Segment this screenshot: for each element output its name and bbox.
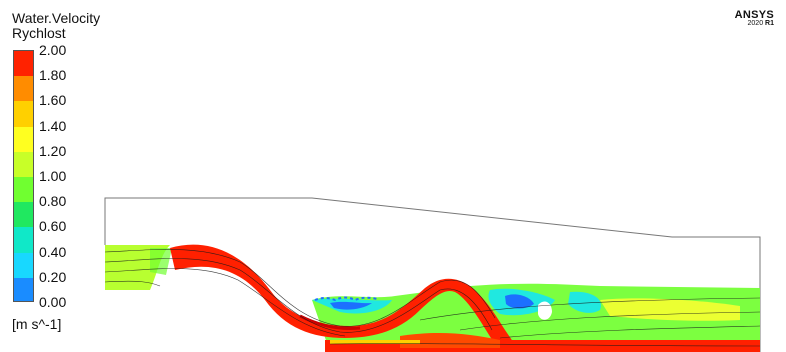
color-scale-band xyxy=(14,252,33,279)
color-scale-band xyxy=(14,177,33,203)
inlet-edge xyxy=(150,248,172,275)
legend-title: Water.Velocity Rychlost xyxy=(12,11,100,41)
color-scale-tick-label: 0.40 xyxy=(39,243,67,260)
color-scale-tick-label: 1.40 xyxy=(39,117,67,134)
jet-dark-core xyxy=(299,314,361,330)
color-scale-band xyxy=(14,277,33,301)
ansys-logo: ANSYS 2020 R1 xyxy=(735,9,774,27)
jet-upper xyxy=(170,244,520,352)
color-scale-tick-label: 1.20 xyxy=(39,142,67,159)
jet-yellow-edge xyxy=(330,340,420,344)
brand-name: ANSYS xyxy=(734,9,774,21)
color-scale-band xyxy=(14,126,33,153)
color-scale-band xyxy=(14,76,33,102)
color-scale-band xyxy=(14,202,33,228)
color-scale-tick-label: 1.00 xyxy=(39,168,67,184)
domain-outline xyxy=(104,197,761,352)
color-scale-tick-label: 0.00 xyxy=(39,294,67,310)
brand-release: R1 xyxy=(765,20,774,27)
wake-left-blue xyxy=(330,301,372,310)
wake-blue-patch-a xyxy=(505,294,534,309)
color-scale-tick-label: 0.60 xyxy=(39,218,67,235)
variable-subtitle: Rychlost xyxy=(12,25,66,41)
unit-label: [m s^-1] xyxy=(12,316,62,332)
wake-blue-patch-b xyxy=(568,291,601,313)
color-scale-tick-label: 0.20 xyxy=(39,268,67,285)
brand-version: 2020 R1 xyxy=(735,20,774,27)
color-scale-tick-label: 1.60 xyxy=(39,92,67,109)
color-scale-band xyxy=(14,51,33,77)
color-scale-bar xyxy=(13,50,34,302)
color-scale-band xyxy=(14,227,33,254)
color-scale-tick-label: 2.00 xyxy=(39,42,67,58)
brand-year: 2020 xyxy=(747,20,764,27)
color-scale-band xyxy=(14,101,33,128)
surface-speckles xyxy=(314,296,378,302)
color-scale-tick-label: 1.80 xyxy=(39,67,67,84)
variable-name: Water.Velocity xyxy=(12,10,101,26)
streamlines xyxy=(104,249,761,347)
color-scale-band xyxy=(14,151,33,178)
color-scale-tick-label: 0.80 xyxy=(39,193,67,210)
